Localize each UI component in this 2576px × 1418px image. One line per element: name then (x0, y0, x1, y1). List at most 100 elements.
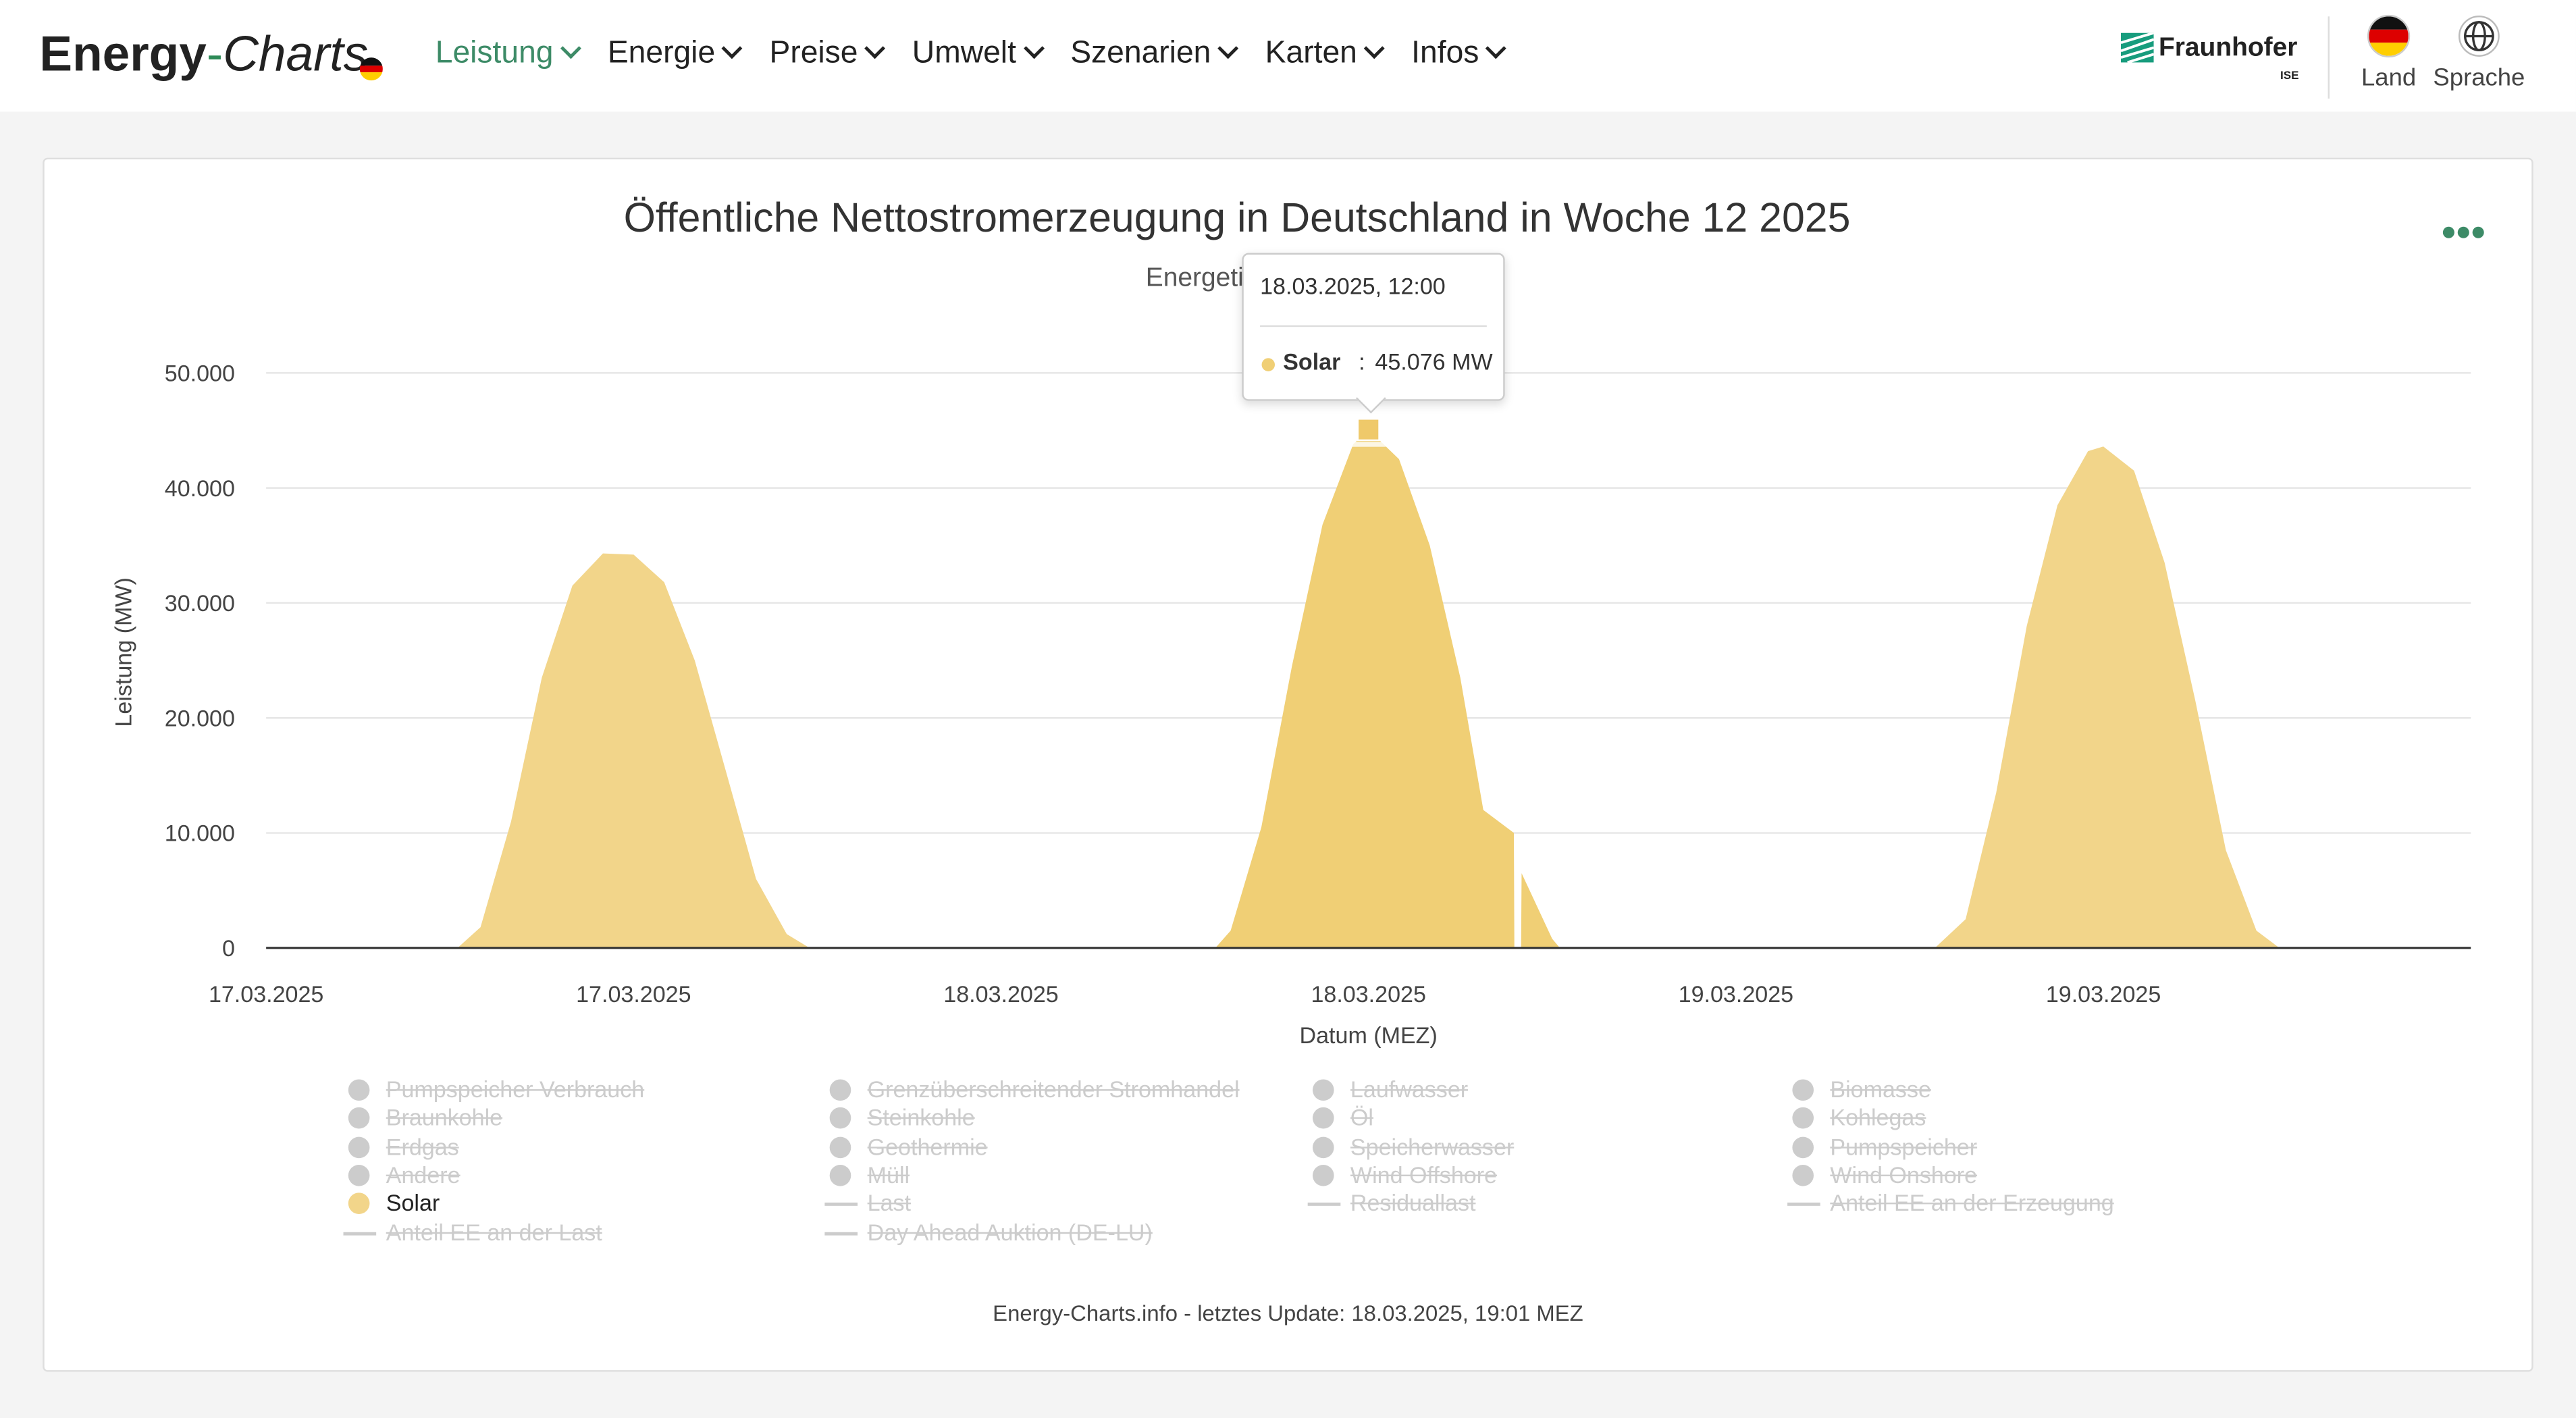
legend-label: Braunkohle (386, 1104, 503, 1131)
y-axis-ticks: 0 10.000 20.000 30.000 40.000 50.000 (165, 361, 235, 962)
legend-swatch (1312, 1107, 1334, 1130)
legend-swatch (348, 1192, 370, 1215)
nav-energie-label: Energie (607, 36, 716, 71)
legend-swatch (824, 1231, 858, 1235)
chevron-down-icon (1363, 38, 1385, 59)
legend-label: Pumpspeicher Verbrauch (386, 1076, 645, 1103)
solar-area-segment[interactable] (457, 553, 810, 948)
chevron-down-icon (1217, 38, 1239, 59)
legend-swatch (343, 1231, 377, 1235)
legend-swatch (829, 1079, 851, 1101)
nav-energie[interactable]: Energie (607, 30, 743, 79)
germany-flag-icon (2367, 14, 2411, 58)
x-tick-label: 17.03.2025 (209, 982, 323, 1007)
chart-menu-button[interactable] (2442, 217, 2492, 238)
country-button[interactable]: Land (2340, 14, 2438, 101)
tooltip-date: 18.03.2025, 12:00 (1260, 272, 1446, 299)
x-tick-label: 17.03.2025 (576, 982, 691, 1007)
legend-swatch (829, 1164, 851, 1186)
chart-footer: Energy-Charts.info - letztes Update: 18.… (993, 1301, 1583, 1326)
solar-area-segment[interactable] (1935, 446, 2280, 948)
tooltip-value: 45.076 MW (1375, 348, 1493, 375)
legend-swatch (1312, 1136, 1334, 1158)
nav-karten-label: Karten (1265, 36, 1357, 71)
nav-preise[interactable]: Preise (769, 30, 886, 79)
chevron-down-icon (1486, 38, 1507, 59)
y-tick-label: 40.000 (165, 476, 235, 502)
legend-swatch (829, 1136, 851, 1158)
legend-label: Müll (867, 1161, 910, 1188)
y-tick-label: 0 (222, 936, 235, 962)
legend-label: Andere (386, 1161, 461, 1188)
nav-karten[interactable]: Karten (1265, 30, 1385, 79)
x-axis-label: Datum (MEZ) (1300, 1023, 1438, 1049)
legend-label: Wind Onshore (1830, 1161, 1978, 1188)
x-tick-label: 18.03.2025 (1311, 982, 1425, 1007)
site-logo[interactable]: Energy-Charts (39, 23, 383, 88)
nav-umwelt-label: Umwelt (912, 36, 1016, 71)
legend-label: Geothermie (867, 1132, 988, 1159)
legend-swatch (1312, 1079, 1334, 1101)
header-divider (2328, 16, 2330, 99)
tooltip-divider (1260, 325, 1487, 327)
chevron-down-icon (864, 38, 886, 59)
chart-plot: 0 10.000 20.000 30.000 40.000 50.000 17.03.20… (111, 361, 2471, 1049)
legend-label: Kohlegas (1830, 1104, 1926, 1131)
nav-infos[interactable]: Infos (1411, 30, 1507, 79)
y-tick-label: 10.000 (165, 821, 235, 847)
nav-leistung[interactable]: Leistung (435, 30, 581, 79)
legend-label: Anteil EE an der Last (386, 1218, 602, 1244)
legend-label: Speicherwasser (1350, 1132, 1515, 1159)
language-button[interactable]: Sprache (2429, 15, 2528, 101)
legend-swatch (1307, 1203, 1341, 1207)
germany-flag-icon (359, 57, 383, 81)
solar-area-segment[interactable] (1521, 873, 1560, 948)
hover-point[interactable] (1357, 418, 1380, 442)
solar-area (457, 429, 2280, 948)
nav-szenarien-label: Szenarien (1070, 36, 1211, 71)
x-tick-label: 19.03.2025 (1679, 982, 1793, 1007)
legend-label: Solar (386, 1189, 440, 1216)
legend-label: Öl (1350, 1104, 1373, 1131)
legend-swatch (824, 1203, 858, 1207)
dot-icon (2457, 226, 2469, 238)
dot-icon (2472, 226, 2484, 238)
y-tick-label: 50.000 (165, 361, 235, 386)
x-axis-ticks: 17.03.2025 17.03.2025 18.03.2025 18.03.2025… (209, 982, 2161, 1007)
legend-label: Pumpspeicher (1830, 1132, 1978, 1159)
legend-label: Laufwasser (1350, 1076, 1469, 1103)
legend-swatch (1312, 1164, 1334, 1186)
nav-preise-label: Preise (769, 36, 858, 71)
hover-halo (1351, 412, 1386, 447)
legend-label: Grenzüberschreitender Stromhandel (867, 1076, 1240, 1103)
legend-swatch (348, 1164, 370, 1186)
legend-label: Erdgas (386, 1132, 459, 1159)
main-nav: Leistung Energie Preise Umwelt Szenarien… (436, 30, 1533, 79)
fraunhofer-mark-icon (2121, 32, 2154, 63)
nav-umwelt[interactable]: Umwelt (912, 30, 1044, 79)
x-tick-label: 19.03.2025 (2046, 982, 2161, 1007)
tooltip-separator: : (1359, 348, 1365, 375)
country-label: Land (2361, 63, 2417, 93)
fraunhofer-ise-text: ISE (2280, 70, 2299, 82)
fraunhofer-text: Fraunhofer (2158, 34, 2298, 63)
legend-label: Residuallast (1350, 1189, 1476, 1216)
nav-leistung-label: Leistung (435, 36, 554, 71)
chart-tooltip: 18.03.2025, 12:00 Solar : 45.076 MW (1242, 253, 1505, 414)
hover-marker (1351, 412, 1386, 447)
logo-dash: - (206, 28, 224, 82)
globe-icon (2458, 16, 2500, 57)
y-tick-label: 30.000 (165, 591, 235, 616)
legend-label: Anteil EE an der Erzeugung (1830, 1189, 2114, 1216)
language-label: Sprache (2433, 63, 2525, 93)
chart-title: Öffentliche Nettostromerzeugung in Deuts… (623, 195, 1851, 242)
chevron-down-icon (722, 38, 743, 59)
legend-swatch (348, 1107, 370, 1130)
x-tick-label: 18.03.2025 (943, 982, 1058, 1007)
solar-area-segment[interactable] (1215, 429, 1515, 948)
legend-swatch (1792, 1164, 1814, 1186)
fraunhofer-logo[interactable]: Fraunhofer ISE (2121, 32, 2310, 89)
legend-swatch (1787, 1203, 1820, 1207)
nav-szenarien[interactable]: Szenarien (1070, 30, 1239, 79)
chart-card: Öffentliche Nettostromerzeugung in Deuts… (43, 157, 2533, 1372)
